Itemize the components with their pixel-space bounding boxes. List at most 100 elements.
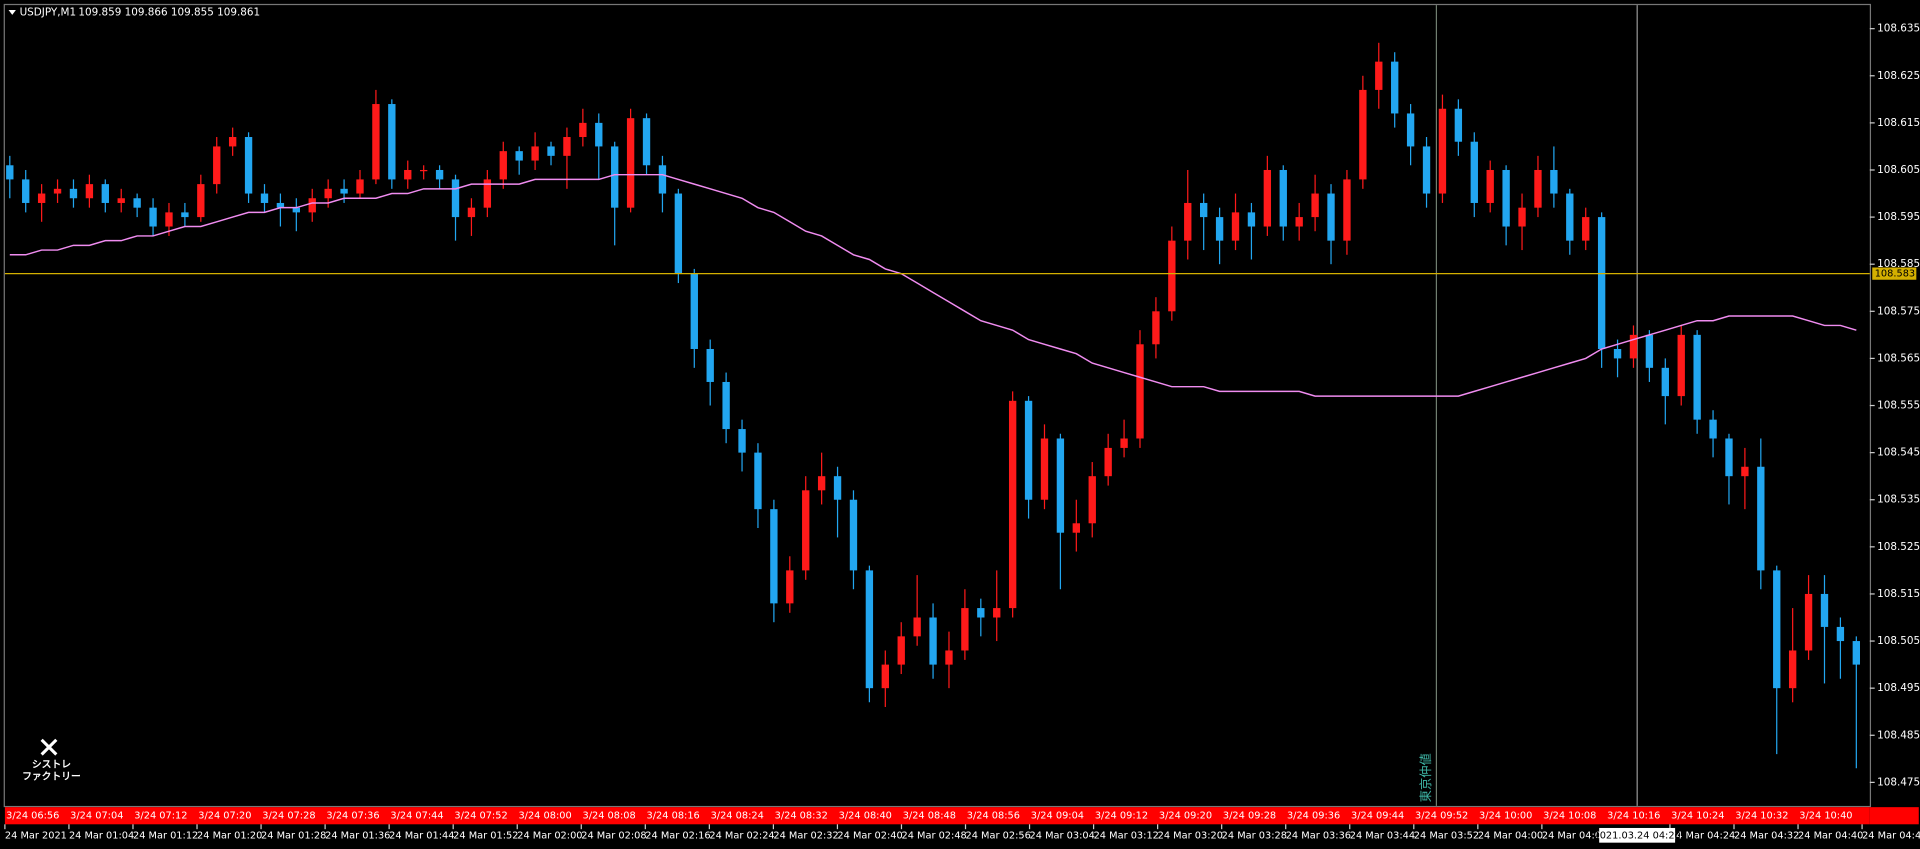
jst-label: 3/24 09:20 <box>1159 811 1212 822</box>
jst-label: 3/24 09:44 <box>1351 811 1404 822</box>
candle-body <box>1804 593 1813 651</box>
candle-body <box>69 188 78 199</box>
candle-body <box>165 212 173 227</box>
x-tick-label: 24 Mar 04:32 <box>1734 830 1799 841</box>
candle-body <box>340 188 348 194</box>
chart-subtitle: 109.859 109.866 109.855 109.861 <box>78 6 260 18</box>
y-tick-label: 108.495 <box>1877 682 1920 694</box>
candle-body <box>1582 217 1590 241</box>
candle-body <box>658 165 667 194</box>
candle-body <box>833 476 842 500</box>
candle-body <box>1613 348 1622 359</box>
logo-text: ファクトリー <box>22 771 81 783</box>
candle-body <box>1072 523 1080 533</box>
candle-body <box>1454 108 1463 142</box>
candle-body <box>1422 146 1431 194</box>
candle-body <box>770 509 778 604</box>
y-tick-label: 108.615 <box>1877 117 1920 129</box>
candle-body <box>483 179 492 208</box>
candle-body <box>117 198 125 203</box>
candle-body <box>1470 141 1478 203</box>
x-tick-label: 24 Mar 03:36 <box>1286 830 1351 841</box>
candle-body <box>292 207 300 213</box>
candle-body <box>101 184 109 203</box>
candle-body <box>1215 217 1224 241</box>
y-tick-label: 108.485 <box>1877 729 1920 741</box>
candle-body <box>1693 334 1701 420</box>
x-tick-label: 24 Mar 04:00 <box>1478 830 1543 841</box>
jst-label: 3/24 10:40 <box>1799 811 1852 822</box>
jst-label: 3/24 07:12 <box>134 811 187 822</box>
jst-label: 3/24 08:56 <box>967 811 1020 822</box>
jst-label: 3/24 10:08 <box>1543 811 1596 822</box>
candle-body <box>1279 169 1287 227</box>
x-tick-label: 24 Mar 01:44 <box>389 830 454 841</box>
chart-title: USDJPY,M1 <box>20 6 77 18</box>
candle-body <box>197 184 205 218</box>
jst-label: 3/24 08:16 <box>647 811 700 822</box>
x-tick-label: 24 Mar 02:40 <box>837 830 902 841</box>
x-tick-label: 24 Mar 03:12 <box>1094 830 1159 841</box>
jst-label: 3/24 09:28 <box>1223 811 1276 822</box>
jst-label: 3/24 08:32 <box>775 811 828 822</box>
y-tick-label: 108.635 <box>1877 23 1920 35</box>
jst-label: 3/24 09:36 <box>1287 811 1340 822</box>
jst-label: 3/24 07:20 <box>198 811 251 822</box>
x-tick-label: 24 Mar 01:36 <box>325 830 390 841</box>
candle-body <box>467 207 476 218</box>
x-tick-label: 24 Mar 04:48 <box>1862 830 1920 841</box>
candle-body <box>1152 311 1160 345</box>
x-tick-label: 24 Mar 2021 <box>5 830 67 841</box>
candle-body <box>1661 367 1669 397</box>
current-price-label: 108.583 <box>1875 269 1915 280</box>
jst-label: 3/24 07:52 <box>454 811 507 822</box>
candle-body <box>595 122 603 147</box>
jst-label: 3/24 08:40 <box>839 811 892 822</box>
candle-body <box>547 146 555 156</box>
candle-body <box>945 650 953 665</box>
candle-body <box>1040 438 1049 500</box>
candle-body <box>849 499 858 571</box>
candle-body <box>817 476 826 491</box>
jst-label: 3/24 10:00 <box>1479 811 1532 822</box>
candle-body <box>435 169 444 180</box>
candle-body <box>642 118 651 166</box>
candle-body <box>738 429 746 453</box>
jst-label: 3/24 07:36 <box>326 811 379 822</box>
x-tick-label: 24 Mar 02:08 <box>581 830 646 841</box>
candle-body <box>1136 344 1144 439</box>
jst-label: 3/24 08:48 <box>903 811 956 822</box>
candle-body <box>1359 89 1367 180</box>
y-tick-label: 108.535 <box>1877 494 1920 506</box>
y-tick-label: 108.625 <box>1877 70 1920 82</box>
candle-body <box>897 636 905 665</box>
x-tick-label: 24 Mar 04:24 <box>1670 830 1735 841</box>
x-tick-label: 24 Mar 02:24 <box>709 830 774 841</box>
candle-body <box>674 193 683 274</box>
candle-body <box>1247 212 1256 227</box>
moving-average <box>9 173 1857 397</box>
candle-body <box>786 570 794 604</box>
candle-body <box>977 608 985 618</box>
candle-body <box>1788 650 1797 689</box>
candle-body <box>356 179 364 194</box>
candle-body <box>372 104 380 180</box>
candle-body <box>531 146 539 161</box>
x-tick-label: 24 Mar 01:28 <box>261 830 326 841</box>
x-tick-label: 24 Mar 02:16 <box>645 830 710 841</box>
candle-body <box>1852 641 1860 665</box>
candle-body <box>865 570 874 689</box>
candle-body <box>1566 193 1574 241</box>
jst-band-end <box>1869 807 1919 825</box>
candle-body <box>308 198 316 213</box>
candle-body <box>1438 108 1447 194</box>
candle-body <box>626 118 635 208</box>
x-tick-label: 24 Mar 02:32 <box>773 830 838 841</box>
candle-body <box>690 273 698 349</box>
candle-body <box>1120 438 1128 448</box>
candle-body <box>1375 61 1383 90</box>
x-tick-label: 24 Mar 04:40 <box>1798 830 1863 841</box>
jst-label: 3/24 06:56 <box>6 811 59 822</box>
